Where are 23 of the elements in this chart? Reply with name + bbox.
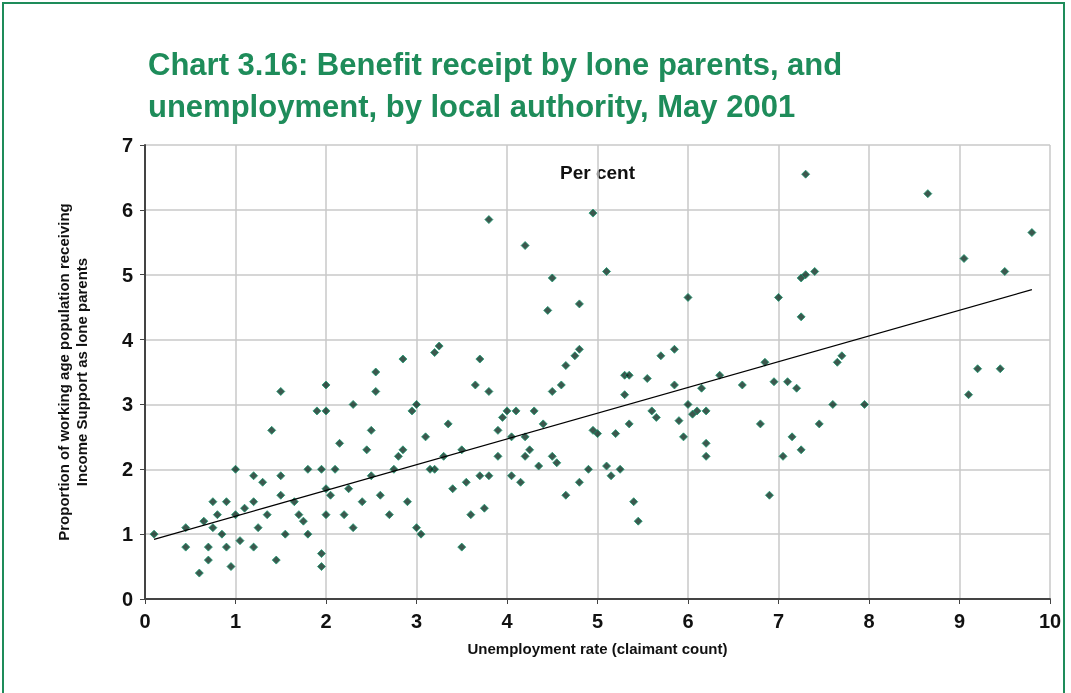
x-tick-label: 4 xyxy=(501,610,514,632)
x-tick-label: 1 xyxy=(229,610,242,632)
x-axis-title: Unemployment rate (claimant count) xyxy=(467,640,728,657)
x-tick-label: 8 xyxy=(863,610,875,632)
y-tick-label: 4 xyxy=(121,328,134,351)
y-tick-label: 1 xyxy=(121,523,133,546)
x-tick-label: 5 xyxy=(591,610,604,632)
x-tick-label: 7 xyxy=(772,610,785,632)
x-tick-label: 6 xyxy=(682,610,694,632)
x-tick-label: 10 xyxy=(1038,610,1062,632)
y-tick-label: 7 xyxy=(121,134,133,156)
y-tick-label: 0 xyxy=(121,588,133,610)
annotation: Per cent xyxy=(560,162,636,183)
y-tick-label: 2 xyxy=(121,458,133,481)
y-tick-label: 6 xyxy=(121,198,133,221)
y-axis-title: Proportion of working age population receiving Income Support as lone parents xyxy=(54,203,90,541)
x-tick-label: 0 xyxy=(139,610,151,632)
x-tick-label: 9 xyxy=(953,610,966,632)
y-tick-label: 3 xyxy=(121,393,133,416)
chart-title: Chart 3.16: Benefit receipt by lone parents, and unemployment, by local authority, May 2001 xyxy=(148,46,851,124)
y-tick-label: 5 xyxy=(121,263,133,286)
x-tick-label: 3 xyxy=(410,610,423,632)
x-tick-label: 2 xyxy=(320,610,332,632)
